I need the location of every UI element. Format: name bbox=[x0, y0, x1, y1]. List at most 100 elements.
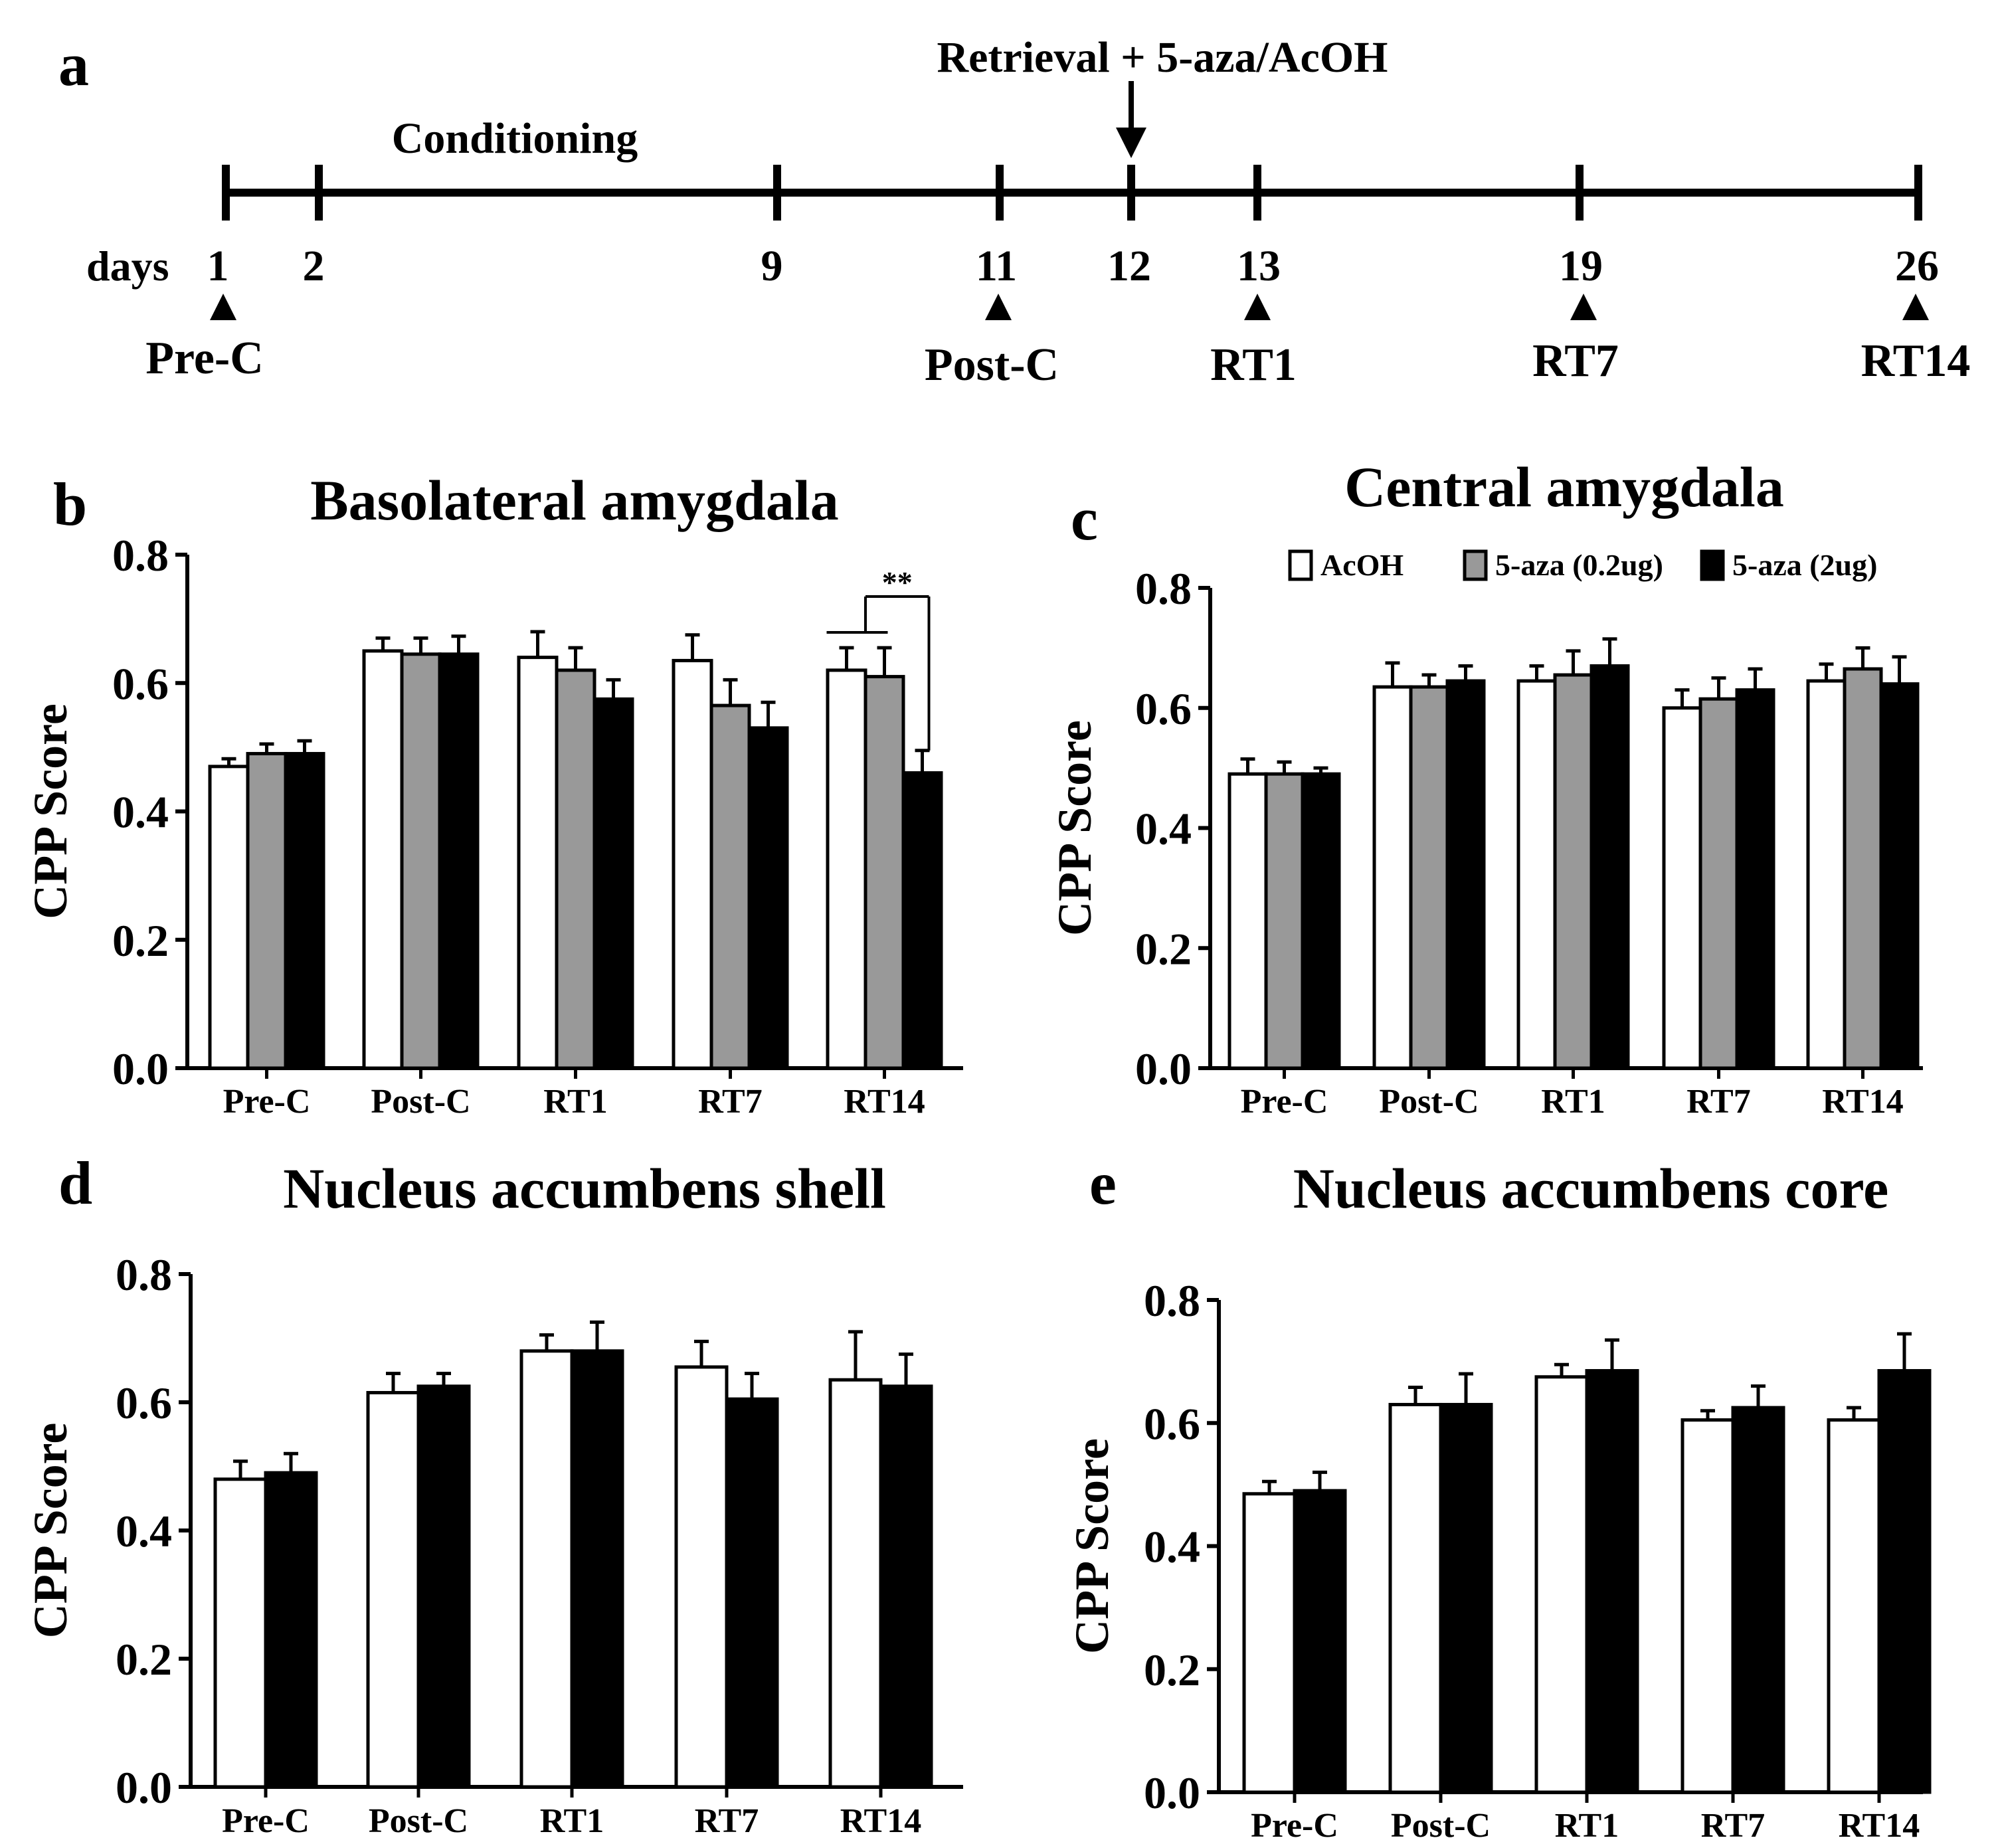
bar bbox=[1388, 1402, 1443, 1794]
panel-b-chart: b Basolateral amygdala CPP Score 0.0 0.2 0.4 0… bbox=[24, 468, 963, 1121]
bar bbox=[1439, 1402, 1493, 1794]
bar bbox=[208, 765, 250, 1070]
bar bbox=[213, 1477, 268, 1789]
bar bbox=[1534, 1375, 1589, 1794]
y-tick-label: 0.8 bbox=[116, 1249, 172, 1300]
timeline: a Conditioning Retrieval + 5-aza/AcOH da… bbox=[58, 31, 1970, 391]
bar bbox=[674, 1365, 729, 1789]
bar bbox=[725, 1397, 779, 1789]
timeline-day-label: 2 bbox=[303, 242, 325, 290]
legend-swatch bbox=[1700, 549, 1725, 581]
panel-label-a: a bbox=[58, 31, 89, 98]
y-tick-label: 0.6 bbox=[1135, 684, 1192, 734]
bar bbox=[1293, 1489, 1347, 1794]
retrieval-label: Retrieval + 5-aza/AcOH bbox=[937, 33, 1388, 82]
bar bbox=[747, 726, 789, 1070]
y-tick-label: 0.6 bbox=[116, 1378, 172, 1428]
bar bbox=[1264, 772, 1305, 1070]
days-label: days bbox=[86, 242, 169, 290]
timeline-day-label: 26 bbox=[1895, 242, 1939, 290]
timeline-test-label: Post-C bbox=[925, 339, 1059, 391]
test-marker-icon bbox=[985, 294, 1012, 320]
x-tick-label: RT14 bbox=[840, 1802, 921, 1840]
test-marker-icon bbox=[1902, 294, 1929, 320]
timeline-test-label: Pre-C bbox=[145, 333, 264, 384]
bar bbox=[264, 1471, 318, 1789]
bar bbox=[1589, 664, 1630, 1070]
panel-e-chart: e Nucleus accumbens core CPP Score 0.0 0.2 0.… bbox=[1065, 1149, 1932, 1845]
bar bbox=[570, 1349, 624, 1789]
y-tick-label: 0.4 bbox=[1135, 804, 1192, 854]
y-tick-label: 0.2 bbox=[112, 915, 169, 966]
bar bbox=[438, 652, 480, 1070]
y-tick-label: 0.2 bbox=[1144, 1645, 1200, 1695]
legend-label: 5-aza (2ug) bbox=[1732, 548, 1877, 582]
significance-bracket bbox=[826, 595, 931, 751]
bar bbox=[1698, 697, 1739, 1070]
legend-swatch bbox=[1463, 549, 1488, 581]
y-axis-label: CPP Score bbox=[1065, 1438, 1119, 1654]
legend-swatch bbox=[1288, 549, 1313, 581]
bar bbox=[517, 656, 559, 1070]
x-tick-label: Post-C bbox=[1379, 1083, 1479, 1121]
bar bbox=[709, 703, 751, 1070]
y-tick-label: 0.8 bbox=[1144, 1275, 1200, 1326]
x-tick-label: RT1 bbox=[540, 1802, 604, 1840]
x-tick-label: RT14 bbox=[1839, 1807, 1920, 1845]
y-tick-label: 0.4 bbox=[112, 787, 169, 838]
bar bbox=[246, 752, 288, 1070]
y-tick-label: 0.4 bbox=[116, 1506, 172, 1556]
timeline-day-label: 12 bbox=[1107, 242, 1151, 290]
y-tick-label: 0.2 bbox=[1135, 923, 1192, 974]
panel-label: c bbox=[1071, 485, 1098, 553]
retrieval-arrow bbox=[1116, 81, 1146, 158]
bar bbox=[1445, 679, 1486, 1070]
timeline-day-label: 11 bbox=[976, 242, 1017, 290]
bar bbox=[366, 1391, 420, 1789]
timeline-day-label: 9 bbox=[761, 242, 783, 290]
bar bbox=[826, 668, 867, 1070]
test-marker-icon bbox=[1570, 294, 1597, 320]
x-tick-label: RT7 bbox=[695, 1802, 759, 1840]
y-tick-label: 0.0 bbox=[1135, 1044, 1192, 1094]
chart-title: Nucleus accumbens shell bbox=[283, 1156, 886, 1220]
bar bbox=[1877, 1369, 1932, 1794]
chart-title: Nucleus accumbens core bbox=[1293, 1156, 1889, 1220]
timeline-test-label: RT7 bbox=[1532, 335, 1619, 387]
panel-d-chart: d Nucleus accumbens shell CPP Score 0.0 0.2 0… bbox=[24, 1149, 963, 1840]
panel-label: d bbox=[58, 1149, 92, 1217]
x-tick-label: Pre-C bbox=[1241, 1083, 1328, 1121]
bar bbox=[1806, 679, 1847, 1070]
legend-label: 5-aza (0.2ug) bbox=[1495, 548, 1663, 582]
y-axis-label: CPP Score bbox=[24, 1423, 77, 1639]
y-tick-label: 0.0 bbox=[1144, 1768, 1200, 1818]
bar bbox=[1843, 667, 1883, 1070]
panel-label: e bbox=[1089, 1149, 1117, 1217]
timeline-day-label: 13 bbox=[1237, 242, 1281, 290]
bar bbox=[416, 1384, 471, 1789]
y-tick-label: 0.4 bbox=[1144, 1522, 1200, 1572]
bar bbox=[284, 752, 325, 1070]
x-tick-label: Post-C bbox=[371, 1083, 470, 1121]
conditioning-label: Conditioning bbox=[392, 114, 638, 163]
x-tick-label: Post-C bbox=[1391, 1807, 1491, 1845]
legend-label: AcOH bbox=[1320, 548, 1404, 582]
y-tick-label: 0.6 bbox=[112, 658, 169, 709]
bar bbox=[1553, 673, 1593, 1070]
panel-label: b bbox=[53, 470, 87, 538]
bar bbox=[1227, 772, 1268, 1070]
bar bbox=[863, 675, 905, 1070]
bar bbox=[901, 771, 943, 1070]
bar bbox=[555, 668, 596, 1070]
x-tick-label: RT14 bbox=[844, 1083, 925, 1121]
test-marker-icon bbox=[210, 294, 236, 320]
y-tick-label: 0.6 bbox=[1144, 1398, 1200, 1449]
bar bbox=[1827, 1418, 1881, 1794]
bar bbox=[672, 658, 713, 1070]
bar bbox=[400, 652, 442, 1070]
x-tick-label: RT1 bbox=[1555, 1807, 1619, 1845]
bar bbox=[519, 1349, 574, 1789]
y-tick-label: 0.0 bbox=[116, 1762, 172, 1813]
timeline-day-label: 1 bbox=[207, 242, 229, 290]
